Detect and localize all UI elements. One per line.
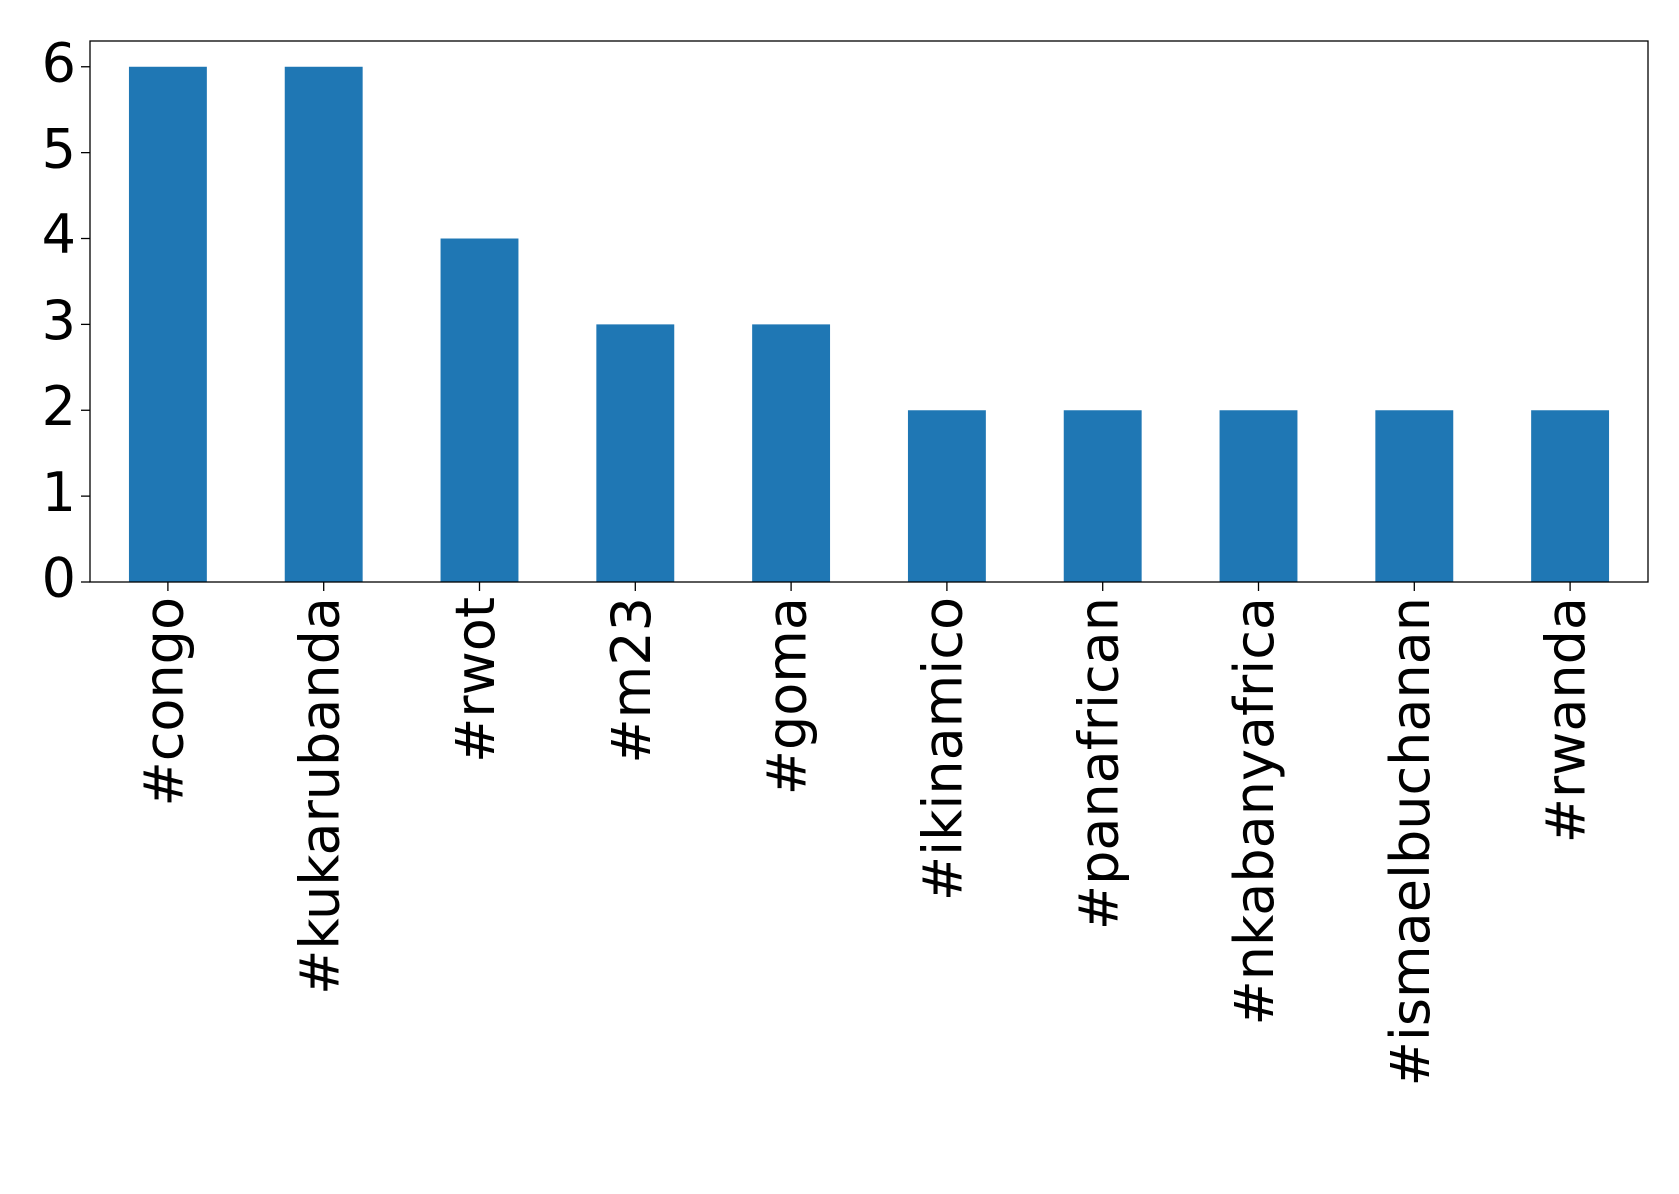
plot-frame bbox=[89, 40, 1649, 583]
bar bbox=[752, 324, 831, 582]
bar bbox=[128, 66, 207, 582]
y-tick-label: 0 bbox=[42, 547, 76, 610]
y-tick-label: 3 bbox=[42, 289, 76, 352]
y-tick-label: 2 bbox=[42, 375, 76, 438]
x-tick-label: #m23 bbox=[600, 597, 663, 764]
bar bbox=[1375, 410, 1454, 582]
x-tick-label: #rwanda bbox=[1535, 597, 1598, 843]
x-tick-label: #nkabanyafrica bbox=[1223, 597, 1286, 1026]
y-tick-label: 5 bbox=[42, 117, 76, 180]
bar bbox=[1531, 410, 1610, 582]
bar bbox=[596, 324, 675, 582]
bar bbox=[284, 66, 363, 582]
bar bbox=[907, 410, 986, 582]
y-tick-label: 6 bbox=[42, 31, 76, 94]
x-tick-label: #congo bbox=[133, 597, 196, 807]
x-tick-label: #kukarubanda bbox=[288, 597, 351, 995]
bar bbox=[1063, 410, 1142, 582]
y-tick-label: 1 bbox=[42, 461, 76, 524]
y-tick-label: 4 bbox=[42, 203, 76, 266]
x-tick-label: #panafrican bbox=[1067, 597, 1130, 930]
x-tick-label: #goma bbox=[756, 597, 819, 795]
x-tick-label: #ismaelbuchanan bbox=[1379, 597, 1442, 1086]
bar bbox=[1219, 410, 1298, 582]
x-tick-label: #rwot bbox=[444, 597, 507, 763]
bar bbox=[440, 238, 519, 582]
x-tick-label: #ikinamico bbox=[912, 597, 975, 901]
